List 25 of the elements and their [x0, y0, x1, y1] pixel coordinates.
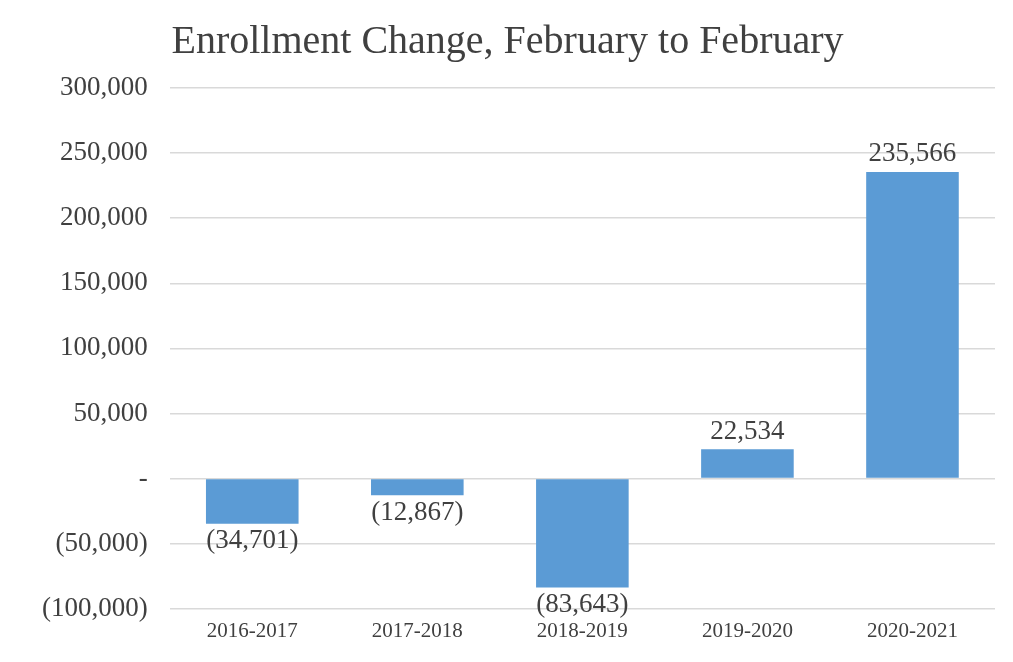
data-label: 22,534	[710, 414, 786, 445]
bar	[536, 479, 629, 588]
data-label: (34,701)	[206, 524, 299, 555]
x-tick-label: 2019-2020	[701, 617, 793, 642]
y-tick-label: (50,000)	[55, 526, 148, 557]
y-tick-label: 100,000	[59, 331, 148, 362]
data-label: (83,643)	[536, 588, 629, 619]
y-tick-label: (100,000)	[42, 591, 148, 622]
data-label: (12,867)	[371, 495, 464, 526]
bar	[205, 479, 299, 524]
y-tick-label: 150,000	[59, 266, 148, 297]
data-label: 235,566	[868, 137, 957, 168]
y-tick-label: 300,000	[59, 71, 148, 102]
bar	[866, 171, 959, 478]
x-tick-label: 2020-2021	[866, 617, 958, 642]
x-tick-label: 2018-2019	[536, 617, 628, 642]
x-tick-label: 2017-2018	[371, 617, 463, 642]
y-tick-label: 250,000	[59, 136, 148, 167]
x-tick-label: 2016-2017	[206, 617, 298, 642]
bar	[371, 479, 464, 496]
y-tick-label: 50,000	[73, 396, 148, 427]
bar	[701, 449, 794, 478]
y-tick-label: -	[138, 461, 148, 492]
chart-title: Enrollment Change, February to February	[171, 16, 844, 62]
y-tick-label: 200,000	[59, 201, 148, 232]
